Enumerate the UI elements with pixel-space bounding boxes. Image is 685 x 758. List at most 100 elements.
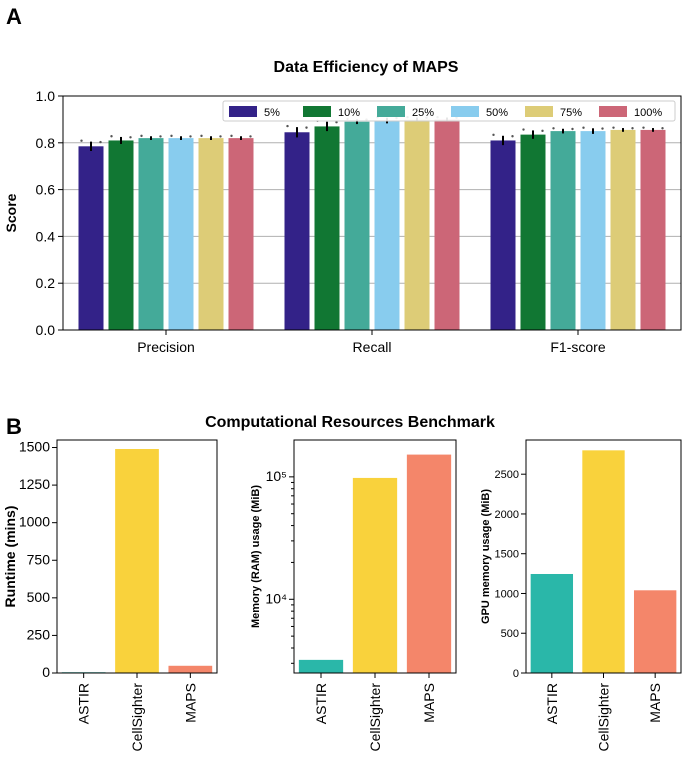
y-tick-label: 1500 — [19, 439, 50, 455]
replicate-point — [661, 127, 664, 130]
runtime-chart: 0 250 500 750 1000 1250 1500 ASTIR CellSighter MA… — [2, 439, 218, 752]
y-axis-label: Memory (RAM) usage (MiB) — [250, 485, 262, 628]
gpu-memory-chart: 0 500 1000 1500 2000 2500 ASTIR CellSighter MAPS… — [480, 439, 682, 752]
x-tick-label: MAPS — [182, 683, 198, 723]
bar — [198, 138, 224, 330]
bar — [550, 131, 576, 330]
x-tick-label: MAPS — [647, 683, 663, 723]
legend-swatch — [303, 106, 331, 117]
legend-label: 25% — [412, 107, 434, 119]
x-tick-label: ASTIR — [76, 683, 92, 724]
x-tick-label: CellSighter — [129, 683, 145, 752]
legend-swatch — [451, 106, 479, 117]
bar — [490, 140, 516, 330]
bar — [284, 132, 310, 330]
y-tick-label: 0.2 — [36, 275, 56, 291]
legend-label: 10% — [338, 107, 360, 119]
x-tick-label: CellSighter — [596, 683, 612, 752]
y-tick-label: 500 — [27, 589, 51, 605]
y-axis-label: Score — [3, 193, 19, 232]
replicate-point — [170, 134, 173, 138]
bar — [404, 119, 430, 331]
x-tick-label: Recall — [353, 339, 392, 355]
bar — [168, 138, 194, 330]
data-efficiency-chart: 0.0 0.2 0.4 0.6 0.8 1.0 Precision Recall F1-scor… — [3, 88, 682, 355]
replicate-point — [541, 129, 544, 133]
y-tick-label: 1500 — [495, 549, 519, 561]
y-tick-label: 0 — [42, 664, 50, 680]
replicate-point — [335, 121, 338, 124]
replicate-point — [492, 133, 495, 137]
replicate-point — [642, 126, 645, 129]
replicate-point — [571, 127, 574, 131]
replicate-point — [552, 127, 555, 130]
legend-label: 5% — [264, 107, 280, 119]
replicate-point — [249, 135, 252, 138]
bar — [582, 450, 625, 673]
replicate-point — [230, 134, 233, 138]
y-tick-label: 10⁵ — [266, 468, 287, 484]
y-tick-label: 0.0 — [36, 322, 56, 338]
legend-swatch — [377, 106, 405, 117]
y-axis-label: Runtime (mins) — [2, 506, 18, 608]
replicate-point — [522, 128, 525, 131]
bar — [520, 134, 546, 330]
legend-swatch — [599, 106, 627, 117]
legend-label: 100% — [634, 107, 662, 119]
bar — [138, 138, 164, 330]
replicate-point — [110, 135, 113, 138]
y-tick-label: 1000 — [19, 514, 50, 530]
y-tick-label: 1250 — [19, 476, 50, 492]
plot-frame — [525, 439, 682, 674]
replicate-point — [631, 127, 634, 130]
y-tick-label: 500 — [501, 628, 519, 640]
legend-swatch — [525, 106, 553, 117]
x-tick-label: Precision — [137, 339, 195, 355]
bar — [374, 120, 400, 330]
replicate-point — [189, 135, 192, 138]
replicate-point — [582, 126, 585, 129]
bar — [434, 119, 460, 331]
y-tick-label: 0.4 — [36, 228, 56, 244]
replicate-point — [612, 126, 615, 129]
x-tick-label: MAPS — [421, 683, 437, 723]
bar — [580, 131, 606, 330]
y-tick-label: 2500 — [495, 469, 519, 481]
y-tick-label: 0.8 — [36, 135, 56, 151]
bar — [298, 659, 344, 673]
plot-frame — [293, 439, 457, 674]
legend: 5% 10% 25% 50% 75% 100% — [222, 100, 676, 122]
y-tick-label: 750 — [27, 551, 51, 567]
bar — [640, 129, 666, 330]
y-tick-label: 2000 — [495, 509, 519, 521]
bar — [228, 138, 254, 330]
y-tick-label: 10⁴ — [265, 590, 287, 606]
replicate-point — [305, 126, 308, 129]
y-tick-label: 0 — [513, 668, 519, 680]
plot-frame — [62, 95, 682, 331]
x-tick-label: ASTIR — [313, 683, 329, 724]
y-tick-label: 1000 — [495, 588, 519, 600]
legend-label: 50% — [486, 107, 508, 119]
y-tick-label: 250 — [27, 626, 51, 642]
x-tick-label: CellSighter — [367, 683, 383, 752]
replicate-point — [511, 135, 514, 138]
bar — [78, 146, 104, 330]
memory-chart: 10⁴ 10⁵ ASTIR CellSighter MAPS Memory (RAM) u… — [250, 439, 457, 752]
replicate-point — [129, 136, 132, 139]
x-tick-label: F1-score — [550, 339, 605, 355]
plot-frame — [56, 439, 218, 674]
replicate-point — [219, 135, 222, 138]
replicate-point — [601, 127, 604, 130]
bar — [115, 449, 159, 673]
replicate-point — [159, 135, 162, 138]
bar — [314, 126, 340, 330]
replicate-point — [80, 139, 83, 142]
replicate-point — [99, 140, 102, 144]
bar — [633, 590, 677, 673]
replicate-point — [286, 124, 289, 128]
replicate-point — [140, 134, 143, 138]
bar — [352, 477, 398, 673]
replicate-point — [200, 134, 203, 138]
